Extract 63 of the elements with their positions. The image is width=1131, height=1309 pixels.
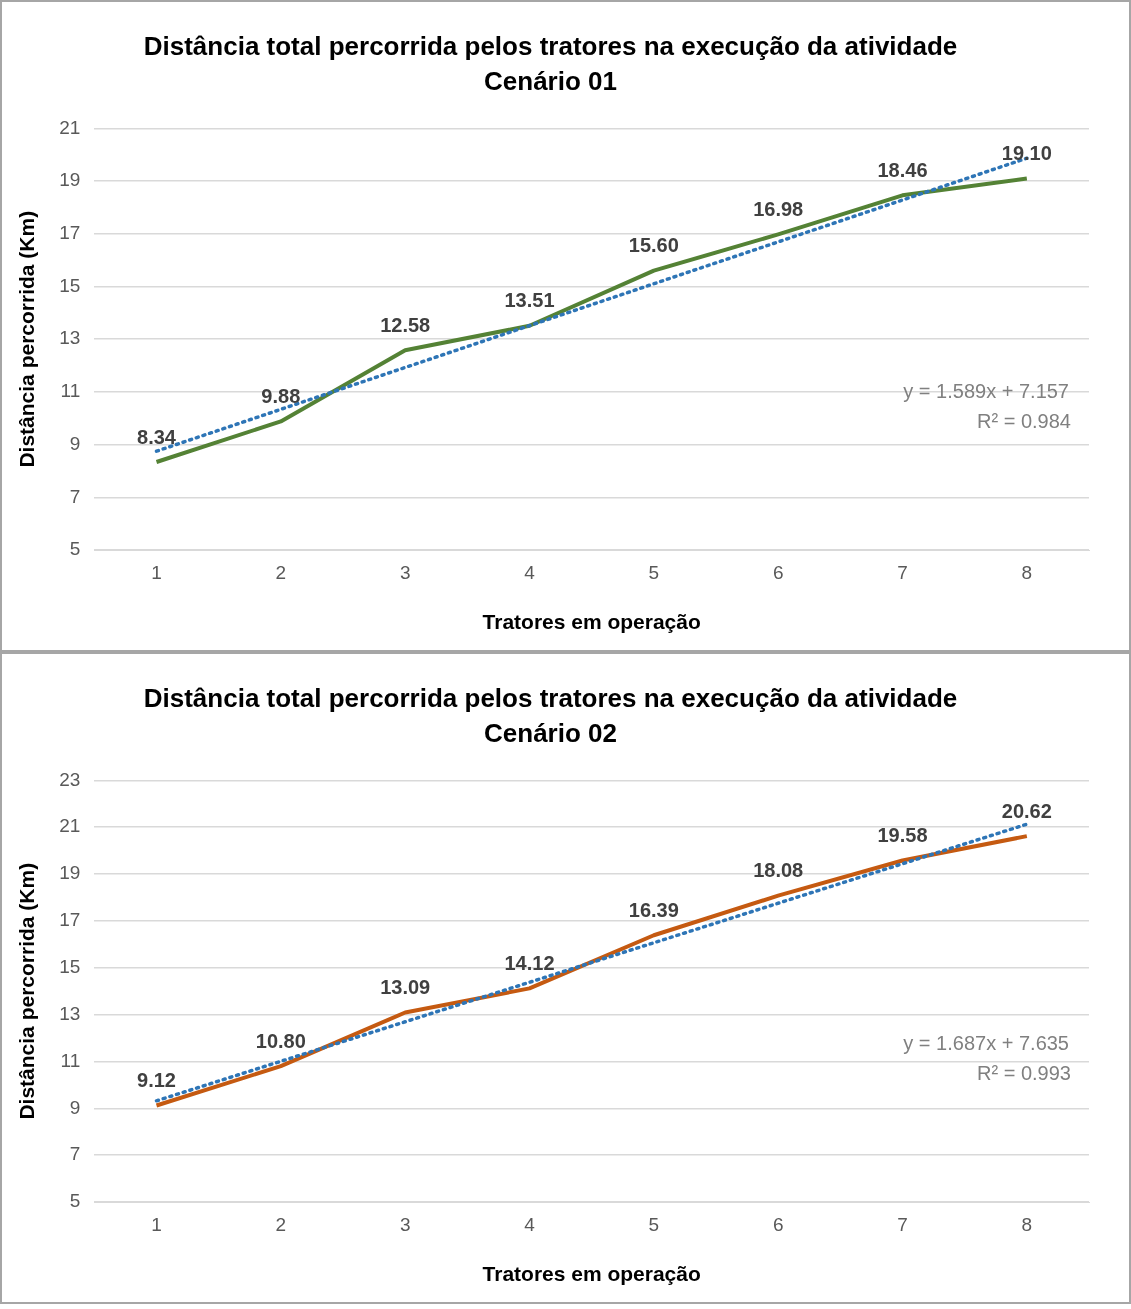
- data-label: 9.88: [261, 384, 301, 407]
- annotation: y = 1.687x + 7.635: [903, 1031, 1069, 1054]
- x-tick-label: 4: [524, 561, 536, 583]
- y-tick-label: 11: [60, 1049, 81, 1071]
- data-label: 10.80: [255, 1029, 306, 1052]
- x-tick-label: 5: [648, 561, 660, 583]
- x-tick-label: 3: [399, 1213, 411, 1235]
- y-tick-label: 17: [59, 909, 81, 931]
- data-label: 15.60: [628, 234, 679, 257]
- chart-title: Distância total percorrida pelos tratores na execução da atividade: [143, 30, 958, 61]
- y-tick-label: 11: [60, 380, 81, 402]
- data-label: 19.58: [877, 824, 928, 847]
- x-tick-label: 1: [151, 1213, 162, 1235]
- data-label: 9.12: [137, 1069, 176, 1092]
- x-tick-label: 1: [151, 561, 162, 583]
- y-tick-label: 17: [59, 222, 81, 244]
- data-label: 18.46: [877, 158, 928, 181]
- x-tick-label: 8: [1021, 1213, 1033, 1235]
- x-tick-label: 6: [772, 561, 784, 583]
- y-tick-label: 21: [59, 116, 81, 138]
- y-tick-label: 15: [59, 274, 81, 296]
- y-tick-label: 9: [69, 432, 81, 454]
- y-tick-label: 7: [69, 1143, 81, 1165]
- data-label: 16.39: [628, 898, 679, 921]
- x-tick-label: 3: [399, 561, 411, 583]
- y-tick-label: 5: [69, 1190, 81, 1212]
- chart-title: Distância total percorrida pelos tratores na execução da atividade: [143, 682, 958, 713]
- x-tick-label: 7: [897, 561, 908, 583]
- x-tick-label: 2: [275, 1213, 287, 1235]
- x-axis-title: Tratores em operação: [482, 610, 701, 634]
- y-tick-label: 19: [59, 169, 81, 191]
- x-tick-label: 6: [772, 1213, 784, 1235]
- y-axis-title: Distância percorrida (Km): [15, 210, 39, 468]
- data-label: 16.98: [753, 197, 804, 220]
- y-tick-label: 21: [59, 815, 81, 837]
- x-tick-label: 4: [524, 1213, 536, 1235]
- y-tick-label: 7: [69, 485, 81, 507]
- y-tick-label: 9: [69, 1096, 81, 1118]
- x-axis-title: Tratores em operação: [482, 1262, 701, 1286]
- data-label: 13.09: [380, 976, 431, 999]
- data-label: 12.58: [380, 313, 431, 336]
- y-tick-label: 13: [59, 327, 81, 349]
- y-tick-label: 5: [69, 538, 81, 560]
- data-label: 8.34: [137, 425, 177, 448]
- y-tick-label: 13: [59, 1002, 81, 1024]
- chart-subtitle: Cenário 01: [484, 65, 617, 96]
- data-label: 20.62: [1001, 799, 1052, 822]
- x-tick-label: 5: [648, 1213, 660, 1235]
- x-tick-label: 7: [897, 1213, 908, 1235]
- annotation: R² = 0.993: [977, 1061, 1071, 1084]
- y-axis-title: Distância percorrida (Km): [15, 862, 39, 1120]
- y-tick-label: 23: [59, 768, 81, 790]
- data-label: 18.08: [753, 859, 804, 882]
- data-label: 13.51: [504, 289, 555, 312]
- x-tick-label: 2: [275, 561, 287, 583]
- annotation: y = 1.589x + 7.157: [903, 379, 1069, 402]
- data-label: 19.10: [1001, 141, 1052, 164]
- chart-subtitle: Cenário 02: [484, 717, 617, 748]
- annotation: R² = 0.984: [977, 409, 1071, 432]
- x-tick-label: 8: [1021, 561, 1033, 583]
- y-tick-label: 15: [59, 956, 81, 978]
- data-label: 14.12: [504, 951, 555, 974]
- y-tick-label: 19: [59, 862, 81, 884]
